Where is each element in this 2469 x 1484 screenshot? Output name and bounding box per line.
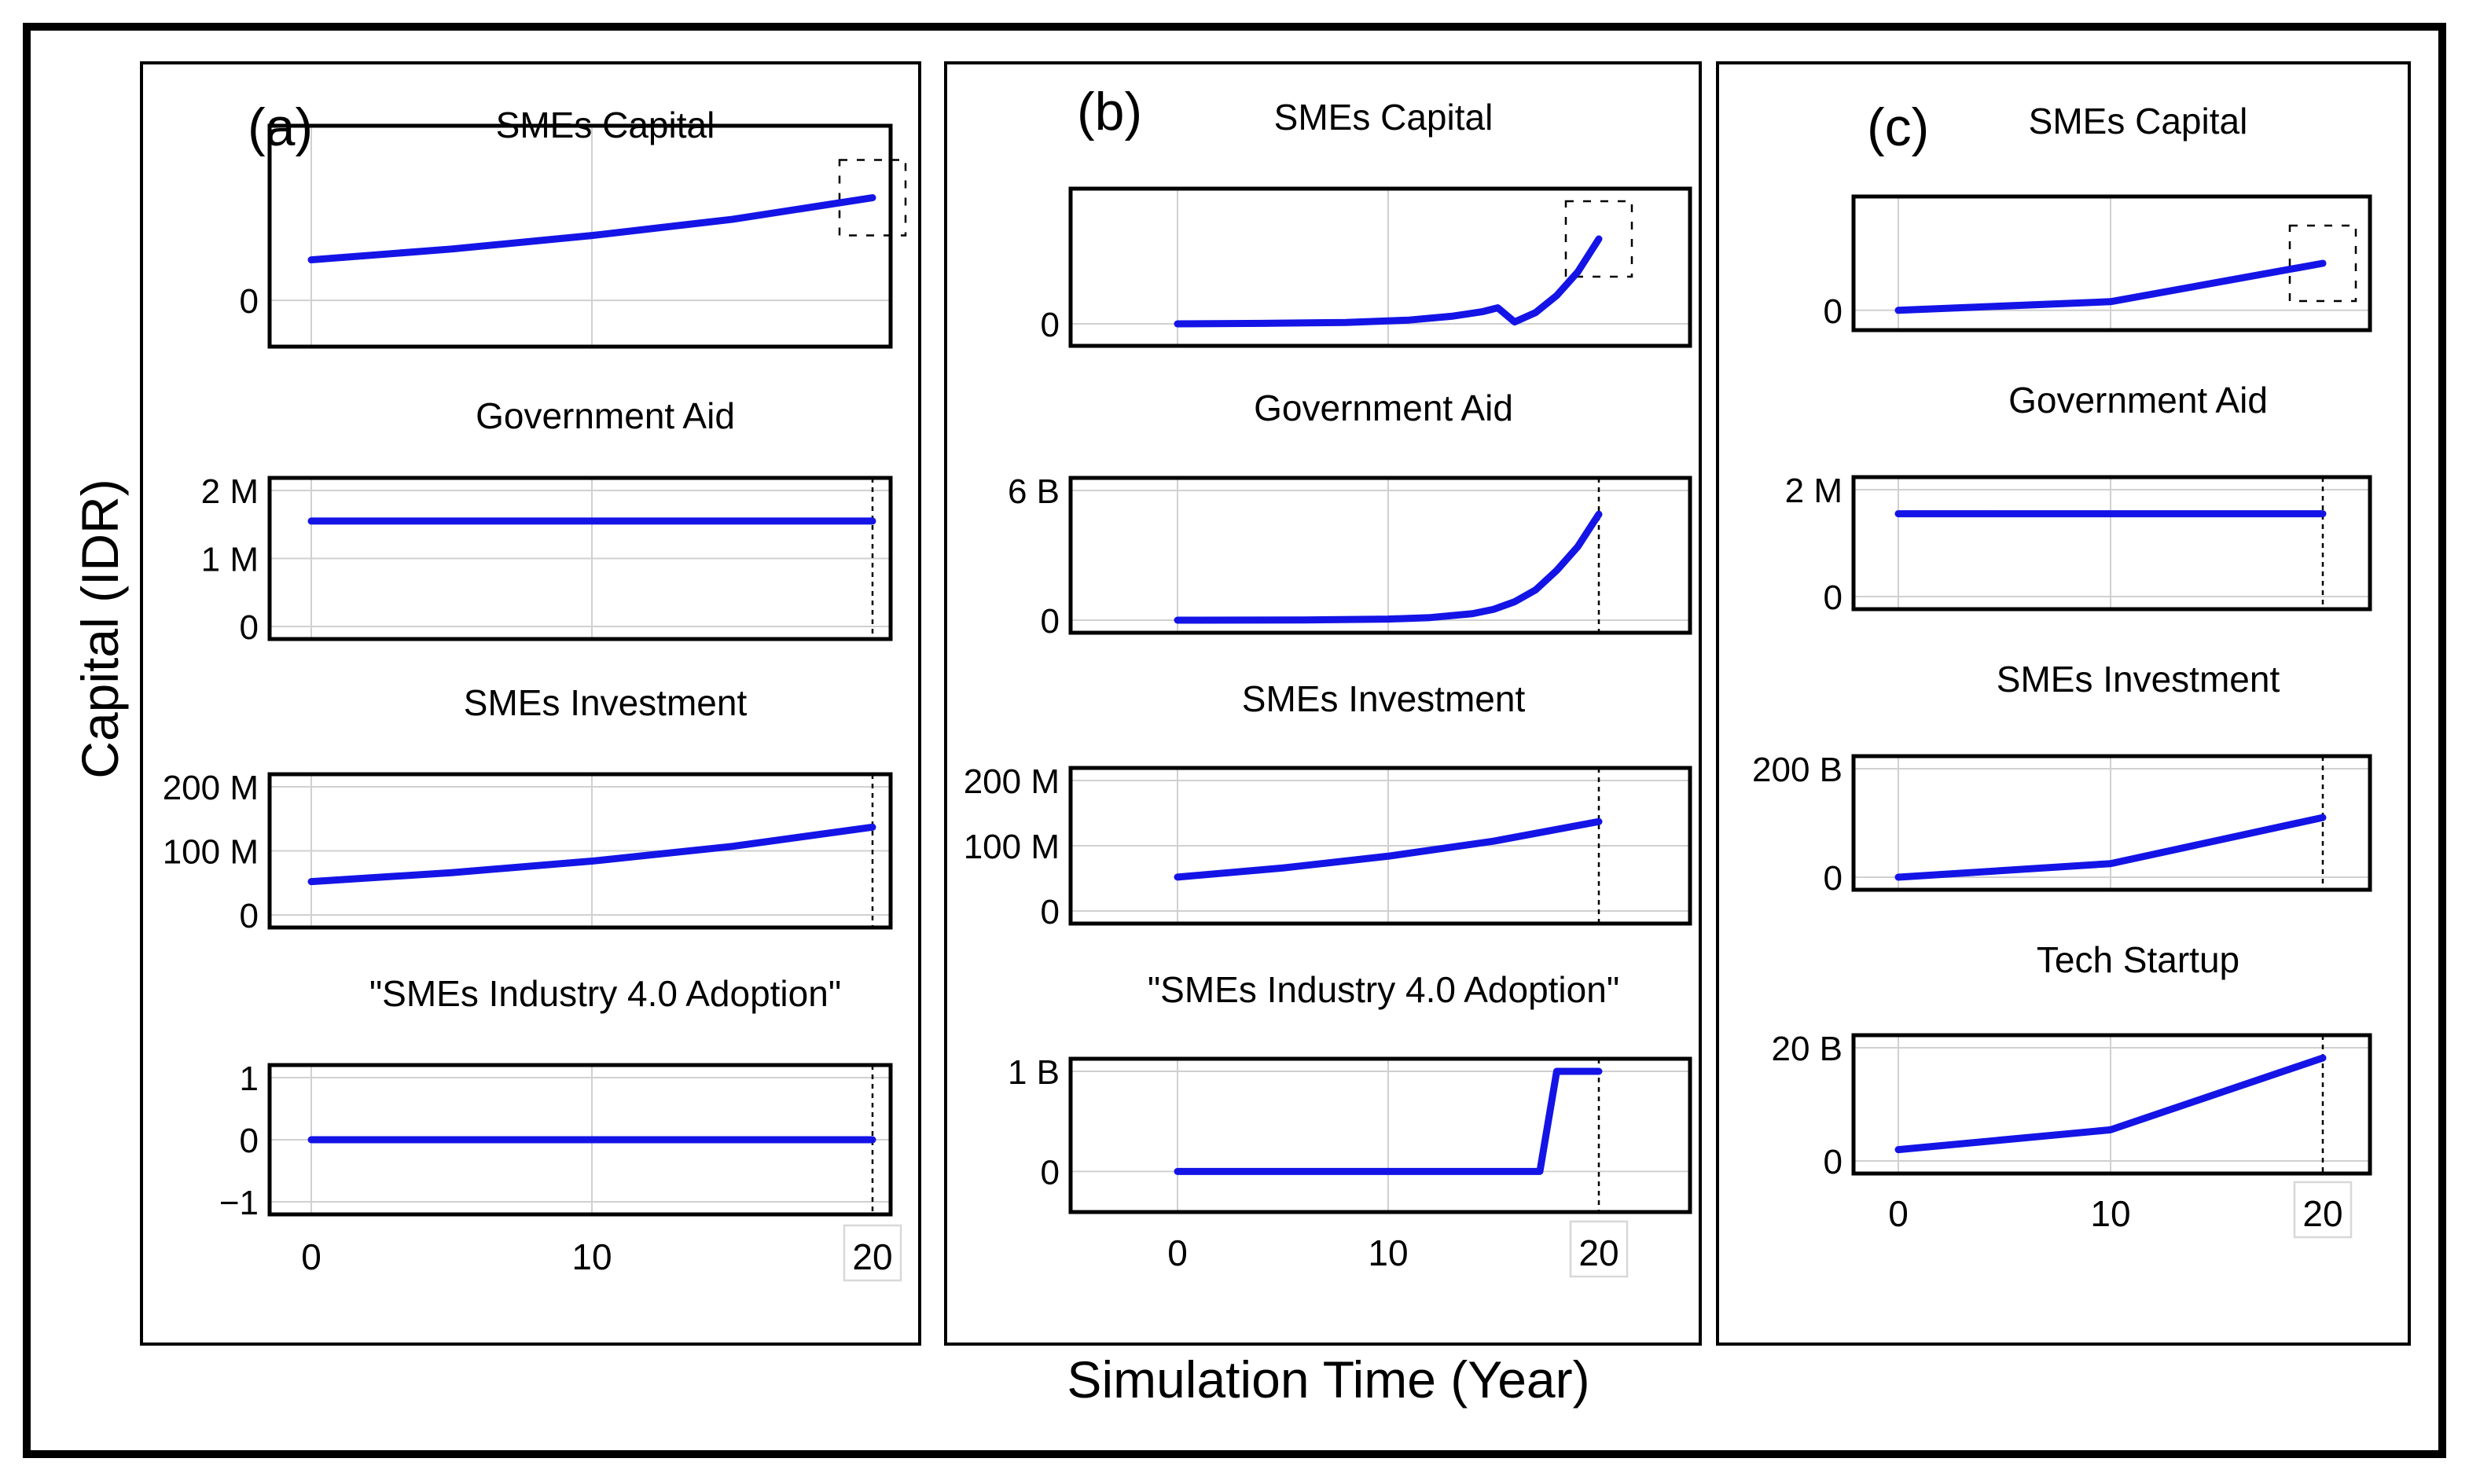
plot-frame xyxy=(1068,476,1692,635)
y-tick-label: 2 M xyxy=(1785,472,1843,510)
x-tick-label: 20 xyxy=(2302,1193,2342,1234)
chart-title: "SMEs Industry 4.0 Adoption" xyxy=(1148,969,1619,1010)
y-axis-label: Capital (IDR) xyxy=(71,479,129,778)
chart-title: Government Aid xyxy=(2008,380,2268,421)
x-tick-label: 20 xyxy=(1578,1232,1618,1273)
chart-2: Government Aid 0 6 B xyxy=(1008,388,1692,641)
y-tick-label: 2 M xyxy=(201,472,259,511)
y-tick-label: 20 B xyxy=(1771,1030,1843,1068)
x-tick-label: 0 xyxy=(301,1236,321,1277)
series-line xyxy=(1894,259,2327,314)
plot-frame xyxy=(1068,766,1692,926)
series-line xyxy=(1174,235,1603,328)
plot-frame xyxy=(1068,186,1692,348)
chart-title: SMEs Investment xyxy=(464,682,748,723)
y-tick-label: 0 xyxy=(1041,306,1060,344)
x-tick-highlight-box xyxy=(843,1224,902,1282)
y-tick-label: 200 B xyxy=(1752,751,1843,789)
chart-2: Government Aid 0 1 M 2 M xyxy=(201,395,893,647)
chart-title: SMEs Investment xyxy=(1242,678,1526,719)
y-tick-label: −1 xyxy=(219,1184,259,1222)
plot-frame xyxy=(267,123,893,349)
x-tick-highlight-box xyxy=(2293,1181,2353,1239)
y-tick-label: 0 xyxy=(1824,579,1843,617)
chart-title: Government Aid xyxy=(1254,388,1513,428)
y-tick-label: 0 xyxy=(240,1122,259,1160)
chart-title: SMEs Investment xyxy=(1997,659,2280,700)
y-tick-label: 0 xyxy=(240,608,259,647)
plot-frame xyxy=(1851,1033,2372,1176)
plot-frame xyxy=(1851,754,2372,892)
y-tick-label: 0 xyxy=(240,282,259,321)
y-tick-label: 0 xyxy=(1824,859,1843,898)
panel-label: (c) xyxy=(1867,97,1929,157)
y-tick-label: 200 M xyxy=(964,762,1060,801)
panel-border xyxy=(1716,61,2411,1346)
y-tick-label: 200 M xyxy=(163,769,259,807)
x-axis-label: Simulation Time (Year) xyxy=(1067,1350,1589,1409)
series-line xyxy=(1894,1054,2327,1154)
plot-frame xyxy=(267,476,893,641)
y-tick-label: 6 B xyxy=(1008,472,1060,511)
y-tick-label: 1 xyxy=(240,1060,259,1098)
chart-3: SMEs Investment 0 100 M 200 M xyxy=(964,678,1692,931)
x-tick-label: 0 xyxy=(1167,1232,1188,1273)
plot-frame xyxy=(267,772,893,930)
chart-title: SMEs Capital xyxy=(1274,97,1494,138)
chart-4: Tech Startup 0 20 B xyxy=(1771,939,2372,1181)
plot-frame xyxy=(1851,194,2372,332)
x-tick-label: 0 xyxy=(1888,1193,1909,1234)
series-line xyxy=(1174,817,1603,881)
series-line xyxy=(307,194,876,264)
x-tick-label: 20 xyxy=(852,1236,892,1277)
y-tick-label: 1 B xyxy=(1008,1053,1060,1092)
chart-4: "SMEs Industry 4.0 Adoption" −1 0 1 xyxy=(219,973,893,1222)
chart-title: SMEs Capital xyxy=(2029,101,2248,141)
y-tick-label: 0 xyxy=(1041,893,1060,931)
chart-2: Government Aid 0 2 M xyxy=(1785,380,2372,617)
chart-1: SMEs Capital 0 xyxy=(1824,101,2372,332)
panel-label: (b) xyxy=(1077,82,1142,141)
x-tick-label: 10 xyxy=(2090,1193,2130,1234)
chart-title: Tech Startup xyxy=(2037,939,2239,980)
y-tick-label: 0 xyxy=(1824,1143,1843,1181)
chart-1: SMEs Capital 0 xyxy=(1041,97,1692,348)
plot-frame xyxy=(267,1063,893,1217)
x-tick-label: 10 xyxy=(571,1236,612,1277)
y-tick-label: 0 xyxy=(240,897,259,935)
end-value-marker-box xyxy=(838,159,907,237)
series-line xyxy=(1174,510,1603,624)
plot-frame xyxy=(1068,1056,1692,1214)
chart-3: SMEs Investment 0 200 B xyxy=(1752,659,2372,898)
x-tick-label: 10 xyxy=(1368,1232,1408,1273)
series-line xyxy=(1174,1067,1603,1175)
y-tick-label: 0 xyxy=(1041,1153,1060,1192)
x-tick-highlight-box xyxy=(1569,1220,1629,1278)
chart-4: "SMEs Industry 4.0 Adoption" 0 1 B xyxy=(1008,969,1692,1214)
plot-frame xyxy=(1851,475,2372,612)
panel-b: (b) SMEs Capital 0 Government Aid 0 6 B SMEs I… xyxy=(944,61,1702,1346)
series-line xyxy=(1894,814,2327,881)
y-tick-label: 0 xyxy=(1824,292,1843,331)
y-tick-label: 1 M xyxy=(201,541,259,579)
chart-title: "SMEs Industry 4.0 Adoption" xyxy=(369,973,841,1014)
end-value-marker-box xyxy=(1564,200,1633,278)
chart-3: SMEs Investment 0 100 M 200 M xyxy=(163,682,893,935)
panel-border xyxy=(140,61,921,1346)
end-value-marker-box xyxy=(2288,224,2357,303)
figure-outer-border xyxy=(23,23,2446,1458)
panel-border xyxy=(944,61,1702,1346)
series-line xyxy=(307,823,876,886)
y-tick-label: 0 xyxy=(1041,602,1060,641)
panel-c: (c) SMEs Capital 0 Government Aid 0 2 M SMEs I… xyxy=(1716,61,2411,1346)
chart-title: Government Aid xyxy=(476,395,735,436)
y-tick-label: 100 M xyxy=(163,833,259,872)
y-tick-label: 100 M xyxy=(964,828,1060,866)
